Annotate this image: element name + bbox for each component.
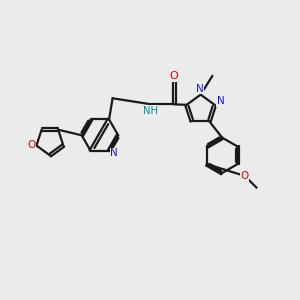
Text: NH: NH [143, 106, 158, 116]
Text: N: N [217, 96, 224, 106]
Text: N: N [196, 84, 204, 94]
Text: O: O [27, 140, 36, 150]
Text: O: O [170, 71, 178, 81]
Text: N: N [110, 148, 118, 158]
Text: O: O [241, 172, 249, 182]
